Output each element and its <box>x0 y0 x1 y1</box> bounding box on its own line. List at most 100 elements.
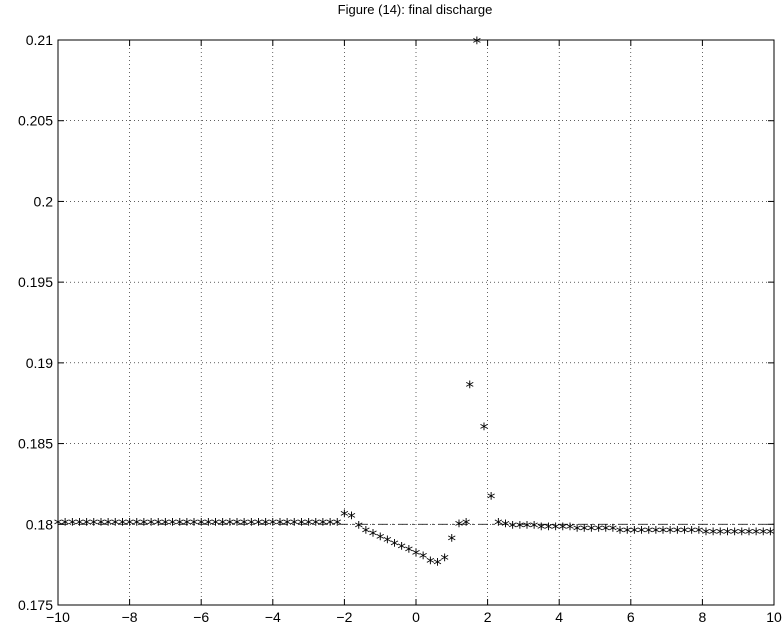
data-point: * <box>183 515 192 535</box>
data-point: * <box>75 515 84 535</box>
data-points: ****************************************… <box>54 34 775 575</box>
data-point: * <box>462 515 471 535</box>
x-tick-label: −6 <box>193 609 209 625</box>
data-point: * <box>383 533 392 553</box>
data-point: * <box>759 525 768 545</box>
data-point: * <box>616 523 625 543</box>
data-point: * <box>559 520 568 540</box>
data-point: * <box>426 554 435 574</box>
data-point: * <box>501 517 510 537</box>
x-tick-label: −8 <box>122 609 138 625</box>
data-point: * <box>465 378 474 398</box>
data-point: * <box>261 515 270 535</box>
data-point: * <box>104 515 113 535</box>
x-tick-label: −2 <box>336 609 352 625</box>
data-point: * <box>544 520 553 540</box>
data-point: * <box>326 515 335 535</box>
data-point: * <box>312 515 321 535</box>
chart-title: Figure (14): final discharge <box>338 2 493 17</box>
data-point: * <box>666 523 675 543</box>
data-point: * <box>745 525 754 545</box>
data-point: * <box>140 515 149 535</box>
y-tick-label: 0.21 <box>26 32 53 48</box>
y-tick-label: 0.195 <box>18 274 53 290</box>
data-point: * <box>319 515 328 535</box>
data-point: * <box>233 515 242 535</box>
data-point: * <box>487 489 496 509</box>
data-point: * <box>61 515 70 535</box>
data-point: * <box>433 556 442 576</box>
data-point: * <box>240 515 249 535</box>
data-point: * <box>369 527 378 547</box>
data-point: * <box>376 530 385 550</box>
data-point: * <box>354 519 363 539</box>
data-point: * <box>594 522 603 542</box>
data-point: * <box>211 515 220 535</box>
data-point: * <box>397 540 406 560</box>
data-point: * <box>566 520 575 540</box>
data-point: * <box>455 517 464 537</box>
data-point: * <box>652 523 661 543</box>
data-point: * <box>637 523 646 543</box>
y-tick-label: 0.19 <box>26 355 53 371</box>
data-point: * <box>673 523 682 543</box>
data-point: * <box>412 546 421 566</box>
data-point: * <box>347 509 356 529</box>
data-point: * <box>111 515 120 535</box>
y-tick-label: 0.205 <box>18 113 53 129</box>
data-point: * <box>304 515 313 535</box>
data-point: * <box>168 515 177 535</box>
data-point: * <box>537 520 546 540</box>
data-point: * <box>709 525 718 545</box>
data-point: * <box>333 515 342 535</box>
data-point: * <box>730 525 739 545</box>
data-point: * <box>82 515 91 535</box>
x-tick-label: 2 <box>484 609 492 625</box>
data-point: * <box>494 515 503 535</box>
data-point: * <box>687 523 696 543</box>
data-point: * <box>226 515 235 535</box>
data-point: * <box>125 515 134 535</box>
data-point: * <box>290 515 299 535</box>
data-point: * <box>448 531 457 551</box>
x-tick-label: 4 <box>555 609 563 625</box>
y-tick-label: 0.175 <box>18 597 53 613</box>
data-point: * <box>587 522 596 542</box>
x-tick-label: 10 <box>766 609 782 625</box>
data-point: * <box>197 515 206 535</box>
y-axis: 0.175 0.18 0.185 0.19 0.195 0.2 0.205 0.21 <box>18 32 774 613</box>
data-point: * <box>147 515 156 535</box>
data-point: * <box>297 515 306 535</box>
data-point: * <box>573 522 582 542</box>
data-point: * <box>254 515 263 535</box>
data-point: * <box>702 525 711 545</box>
data-point: * <box>276 515 285 535</box>
data-point: * <box>133 515 142 535</box>
x-tick-label: 8 <box>699 609 707 625</box>
data-point: * <box>68 515 77 535</box>
data-point: * <box>390 536 399 556</box>
data-point: * <box>340 507 349 527</box>
data-point: * <box>480 420 489 440</box>
data-point: * <box>362 523 371 543</box>
x-tick-label: 0 <box>412 609 420 625</box>
data-point: * <box>269 515 278 535</box>
data-point: * <box>190 515 199 535</box>
x-axis: −10 −8 −6 −4 −2 0 2 4 6 8 10 <box>46 40 782 625</box>
data-point: * <box>154 515 163 535</box>
data-point: * <box>508 519 517 539</box>
data-point: * <box>530 519 539 539</box>
x-tick-label: 6 <box>627 609 635 625</box>
data-point: * <box>644 523 653 543</box>
x-tick-label: −10 <box>46 609 70 625</box>
data-point: * <box>473 34 482 54</box>
data-point: * <box>680 523 689 543</box>
data-point: * <box>601 522 610 542</box>
y-tick-label: 0.2 <box>34 193 54 209</box>
data-point: * <box>218 515 227 535</box>
data-point: * <box>204 515 213 535</box>
data-point: * <box>723 525 732 545</box>
grid <box>58 40 774 605</box>
data-point: * <box>161 515 170 535</box>
